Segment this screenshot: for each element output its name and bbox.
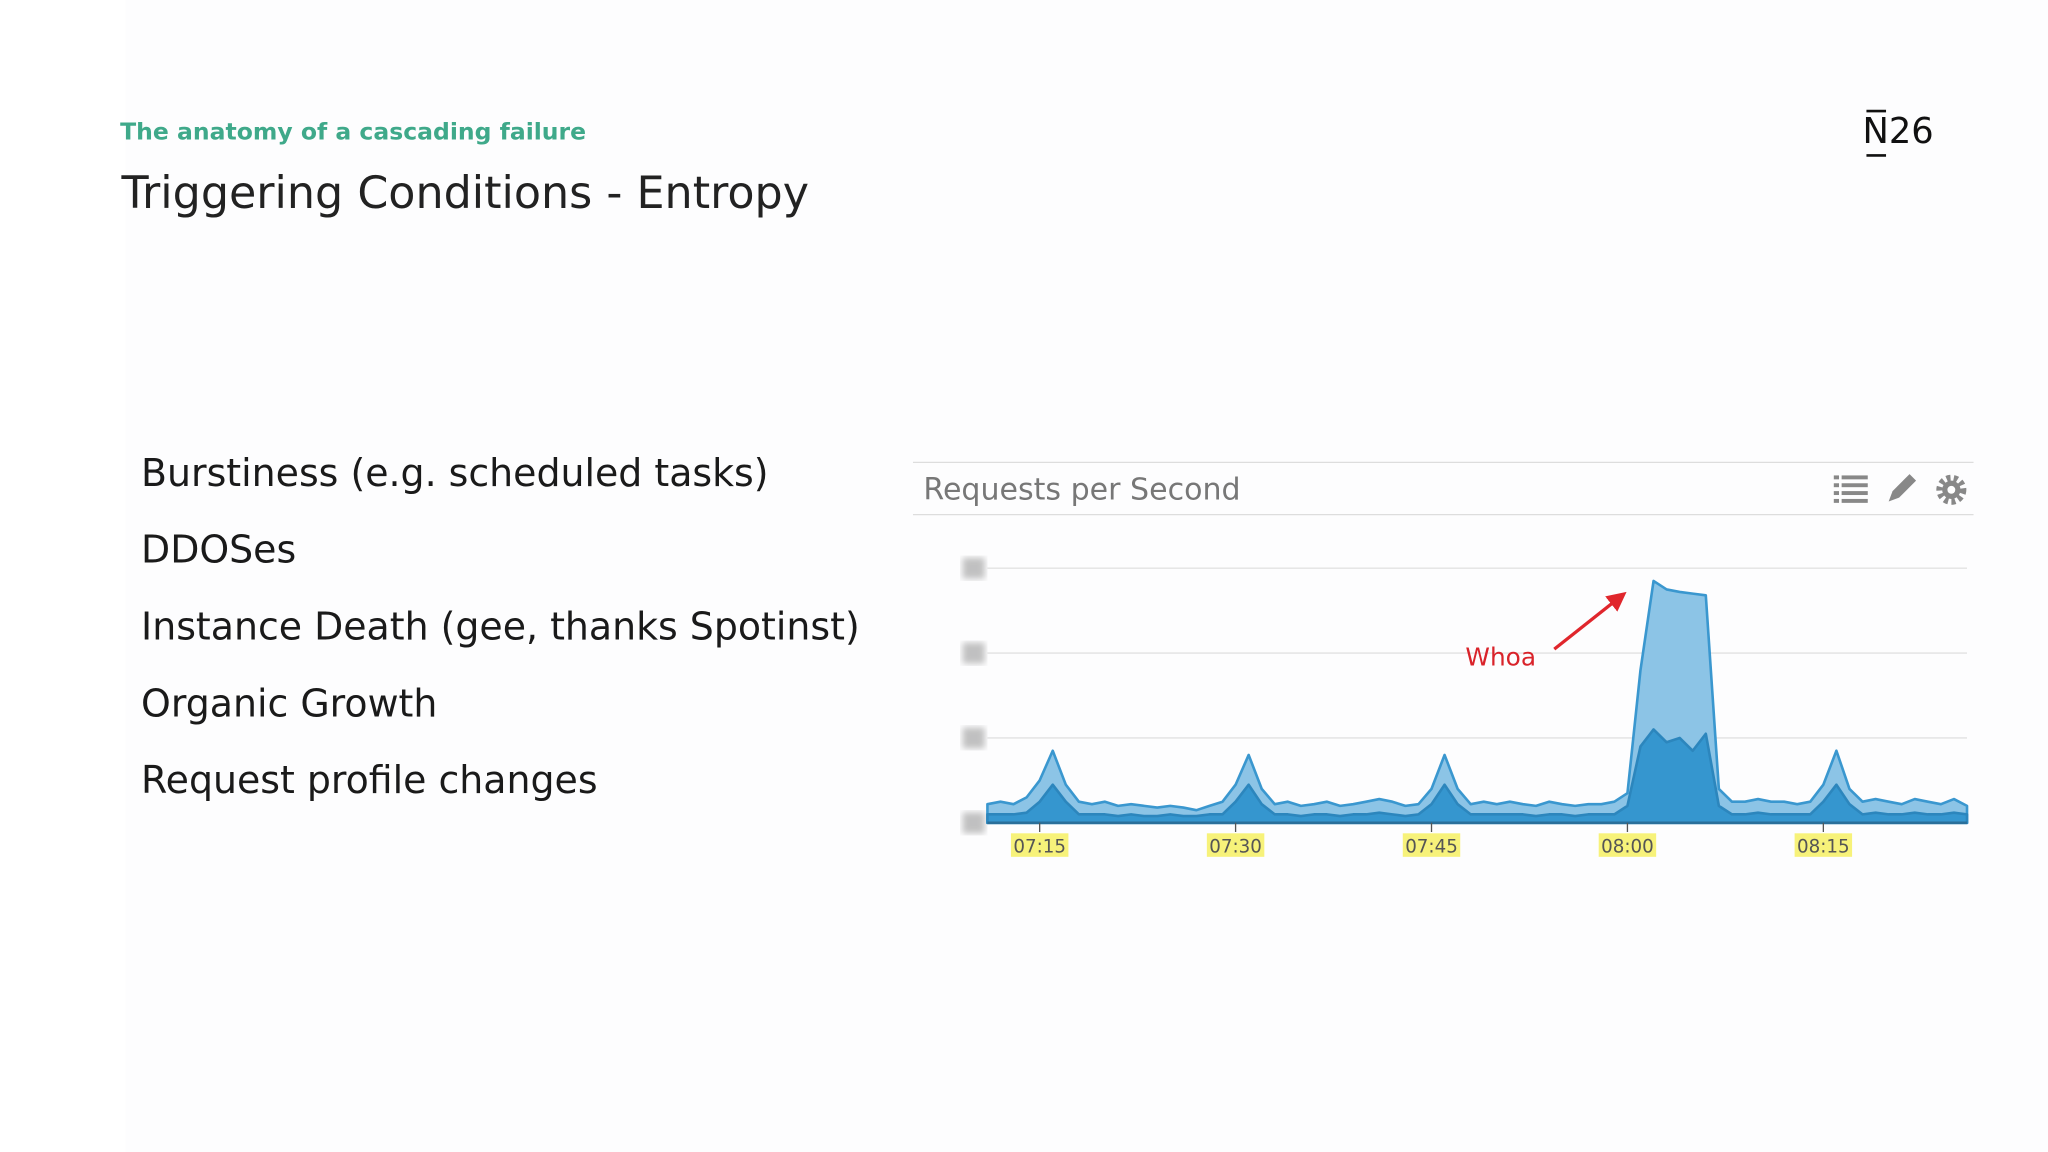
list-icon[interactable] — [1833, 475, 1868, 503]
area — [986, 579, 1969, 825]
tick-highlight — [1010, 833, 1069, 857]
kicker: The anatomy of a cascading failure — [120, 118, 586, 146]
annotation-arrow — [1553, 591, 1627, 651]
settings-icon[interactable] — [1936, 474, 1967, 505]
edit-icon[interactable] — [1888, 474, 1917, 502]
y-tick-blur — [962, 727, 985, 749]
x-tick-label: 07:15 — [1013, 837, 1066, 858]
x-tick-label: 08:00 — [1601, 837, 1654, 858]
background — [125, 0, 2048, 1152]
slide-title: Triggering Conditions - Entropy — [120, 168, 809, 219]
bullet: Burstiness (e.g. scheduled tasks) — [141, 451, 769, 495]
logo: N26 — [1863, 111, 1934, 152]
area — [986, 728, 1969, 825]
annotation: Whoa — [1465, 642, 1536, 671]
y-tick-blur — [962, 642, 985, 664]
tick-highlight — [1598, 833, 1657, 857]
tick-highlight — [1794, 833, 1853, 857]
x-tick-label: 08:15 — [1797, 837, 1850, 858]
bullet-list: Burstiness (e.g. scheduled tasks) DDOSes I… — [141, 451, 860, 802]
tick-highlight — [1206, 833, 1265, 857]
bullet: Instance Death (gee, thanks Spotinst) — [141, 605, 860, 649]
x-tick-label: 07:30 — [1209, 837, 1262, 858]
y-tick-blur — [962, 557, 985, 579]
bullet: Request profile changes — [141, 758, 598, 802]
bullet: DDOSes — [141, 528, 296, 572]
chart: Requests per Second 07:15 07:30 07:45 08:00… — [912, 461, 1974, 858]
bullet: Organic Growth — [141, 681, 437, 725]
tick-highlight — [1402, 833, 1461, 857]
x-tick-label: 07:45 — [1405, 837, 1458, 858]
chart-title: Requests per Second — [923, 473, 1240, 508]
y-tick-blur — [962, 812, 985, 834]
